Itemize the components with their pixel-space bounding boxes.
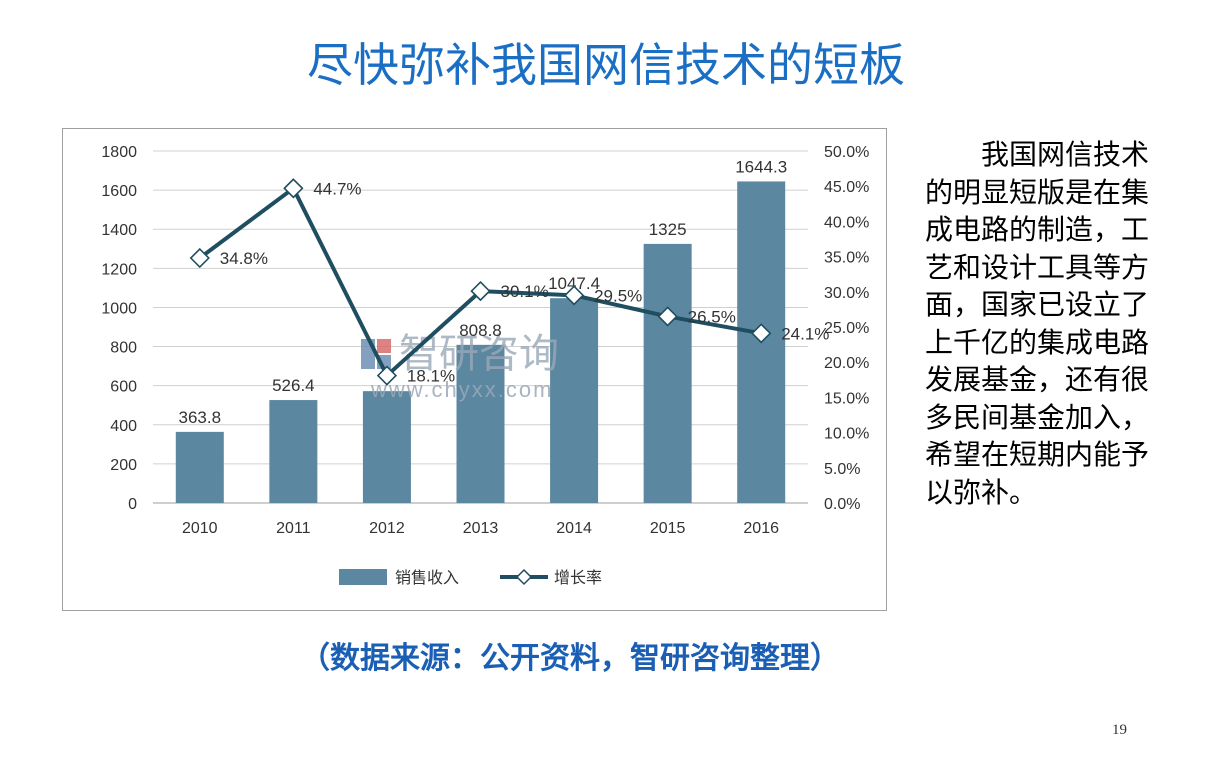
line-marker: [657, 306, 678, 327]
bar: [175, 431, 224, 503]
legend-line-marker: [515, 568, 533, 586]
line-marker: [283, 178, 304, 199]
bar-value-label: 526.4: [272, 376, 315, 395]
bar: [269, 400, 318, 503]
side-description: 我国网信技术的明显短版是在集成电路的制造，工艺和设计工具等方面，国家已设立了上千…: [925, 138, 1150, 509]
line-value-label: 26.5%: [688, 307, 736, 326]
right-axis-tick-label: 40.0%: [824, 214, 869, 231]
line-marker: [751, 323, 772, 344]
right-axis-tick-label: 25.0%: [824, 320, 869, 337]
x-axis-tick-label: 2010: [182, 520, 218, 537]
right-axis-tick-label: 5.0%: [824, 461, 860, 478]
x-axis-tick-label: 2013: [463, 520, 499, 537]
bar: [643, 243, 692, 503]
left-axis-tick-label: 1600: [101, 183, 137, 200]
line-value-label: 30.1%: [501, 282, 549, 301]
bar: [456, 344, 505, 503]
left-axis-tick-label: 800: [110, 340, 137, 357]
watermark-url: www.chyxx.com: [370, 377, 553, 402]
left-axis-tick-label: 200: [110, 457, 137, 474]
source-note: （数据来源：公开资料，智研咨询整理）: [300, 641, 840, 676]
x-axis-tick-label: 2014: [556, 520, 592, 537]
slide-title: 尽快弥补我国网信技术的短板: [307, 38, 905, 92]
x-axis-tick-label: 2012: [369, 520, 405, 537]
left-axis-tick-label: 1400: [101, 222, 137, 239]
x-axis-tick-label: 2015: [650, 520, 686, 537]
right-axis-tick-label: 0.0%: [824, 496, 860, 513]
legend-bar-swatch: [339, 569, 387, 585]
x-axis-tick-label: 2011: [276, 520, 311, 537]
line-value-label: 29.5%: [594, 286, 642, 305]
right-axis-tick-label: 50.0%: [824, 144, 869, 161]
page-number: 19: [1112, 722, 1127, 738]
right-axis-tick-label: 30.0%: [824, 285, 869, 302]
right-axis-tick-label: 35.0%: [824, 250, 869, 267]
right-axis-tick-label: 10.0%: [824, 426, 869, 443]
line-value-label: 44.7%: [313, 179, 361, 198]
left-axis-tick-label: 1200: [101, 261, 137, 278]
line-value-label: 18.1%: [407, 367, 455, 386]
bar: [362, 391, 411, 503]
legend-line-label: 增长率: [554, 568, 602, 587]
line-marker: [470, 280, 491, 302]
bar: [550, 298, 599, 503]
x-axis-tick-label: 2016: [743, 520, 779, 537]
line-marker: [189, 247, 210, 269]
line-value-label: 34.8%: [220, 249, 268, 268]
bar-value-label: 808.8: [459, 321, 502, 340]
line-value-label: 24.1%: [781, 324, 829, 343]
legend-bar-label: 销售收入: [395, 568, 459, 587]
right-axis-tick-label: 20.0%: [824, 355, 869, 372]
left-axis-tick-label: 600: [110, 379, 137, 396]
line-marker: [376, 365, 398, 386]
right-axis-tick-label: 45.0%: [824, 179, 869, 196]
left-axis-tick-label: 400: [110, 418, 137, 435]
left-axis-tick-label: 1800: [101, 144, 137, 161]
line-marker: [563, 285, 585, 306]
bar-value-label: 1325: [649, 220, 687, 239]
left-axis-tick-label: 1000: [101, 300, 137, 317]
right-axis-tick-label: 15.0%: [824, 390, 869, 407]
left-axis-tick-label: 0: [128, 496, 137, 513]
combo-chart: 0 200 400 600 800 1000 1200 1400 1600 1800 0.0% 5.0…: [101, 144, 869, 587]
bar-value-label: 363.8: [179, 408, 222, 427]
chart-container: 0 200 400 600 800 1000 1200 1400 1600 1800 0.0% 5.0…: [62, 128, 887, 611]
watermark-logo: [377, 339, 391, 353]
bar-value-label: 1047.4: [548, 274, 600, 293]
bar-value-label: 1644.3: [735, 157, 787, 176]
